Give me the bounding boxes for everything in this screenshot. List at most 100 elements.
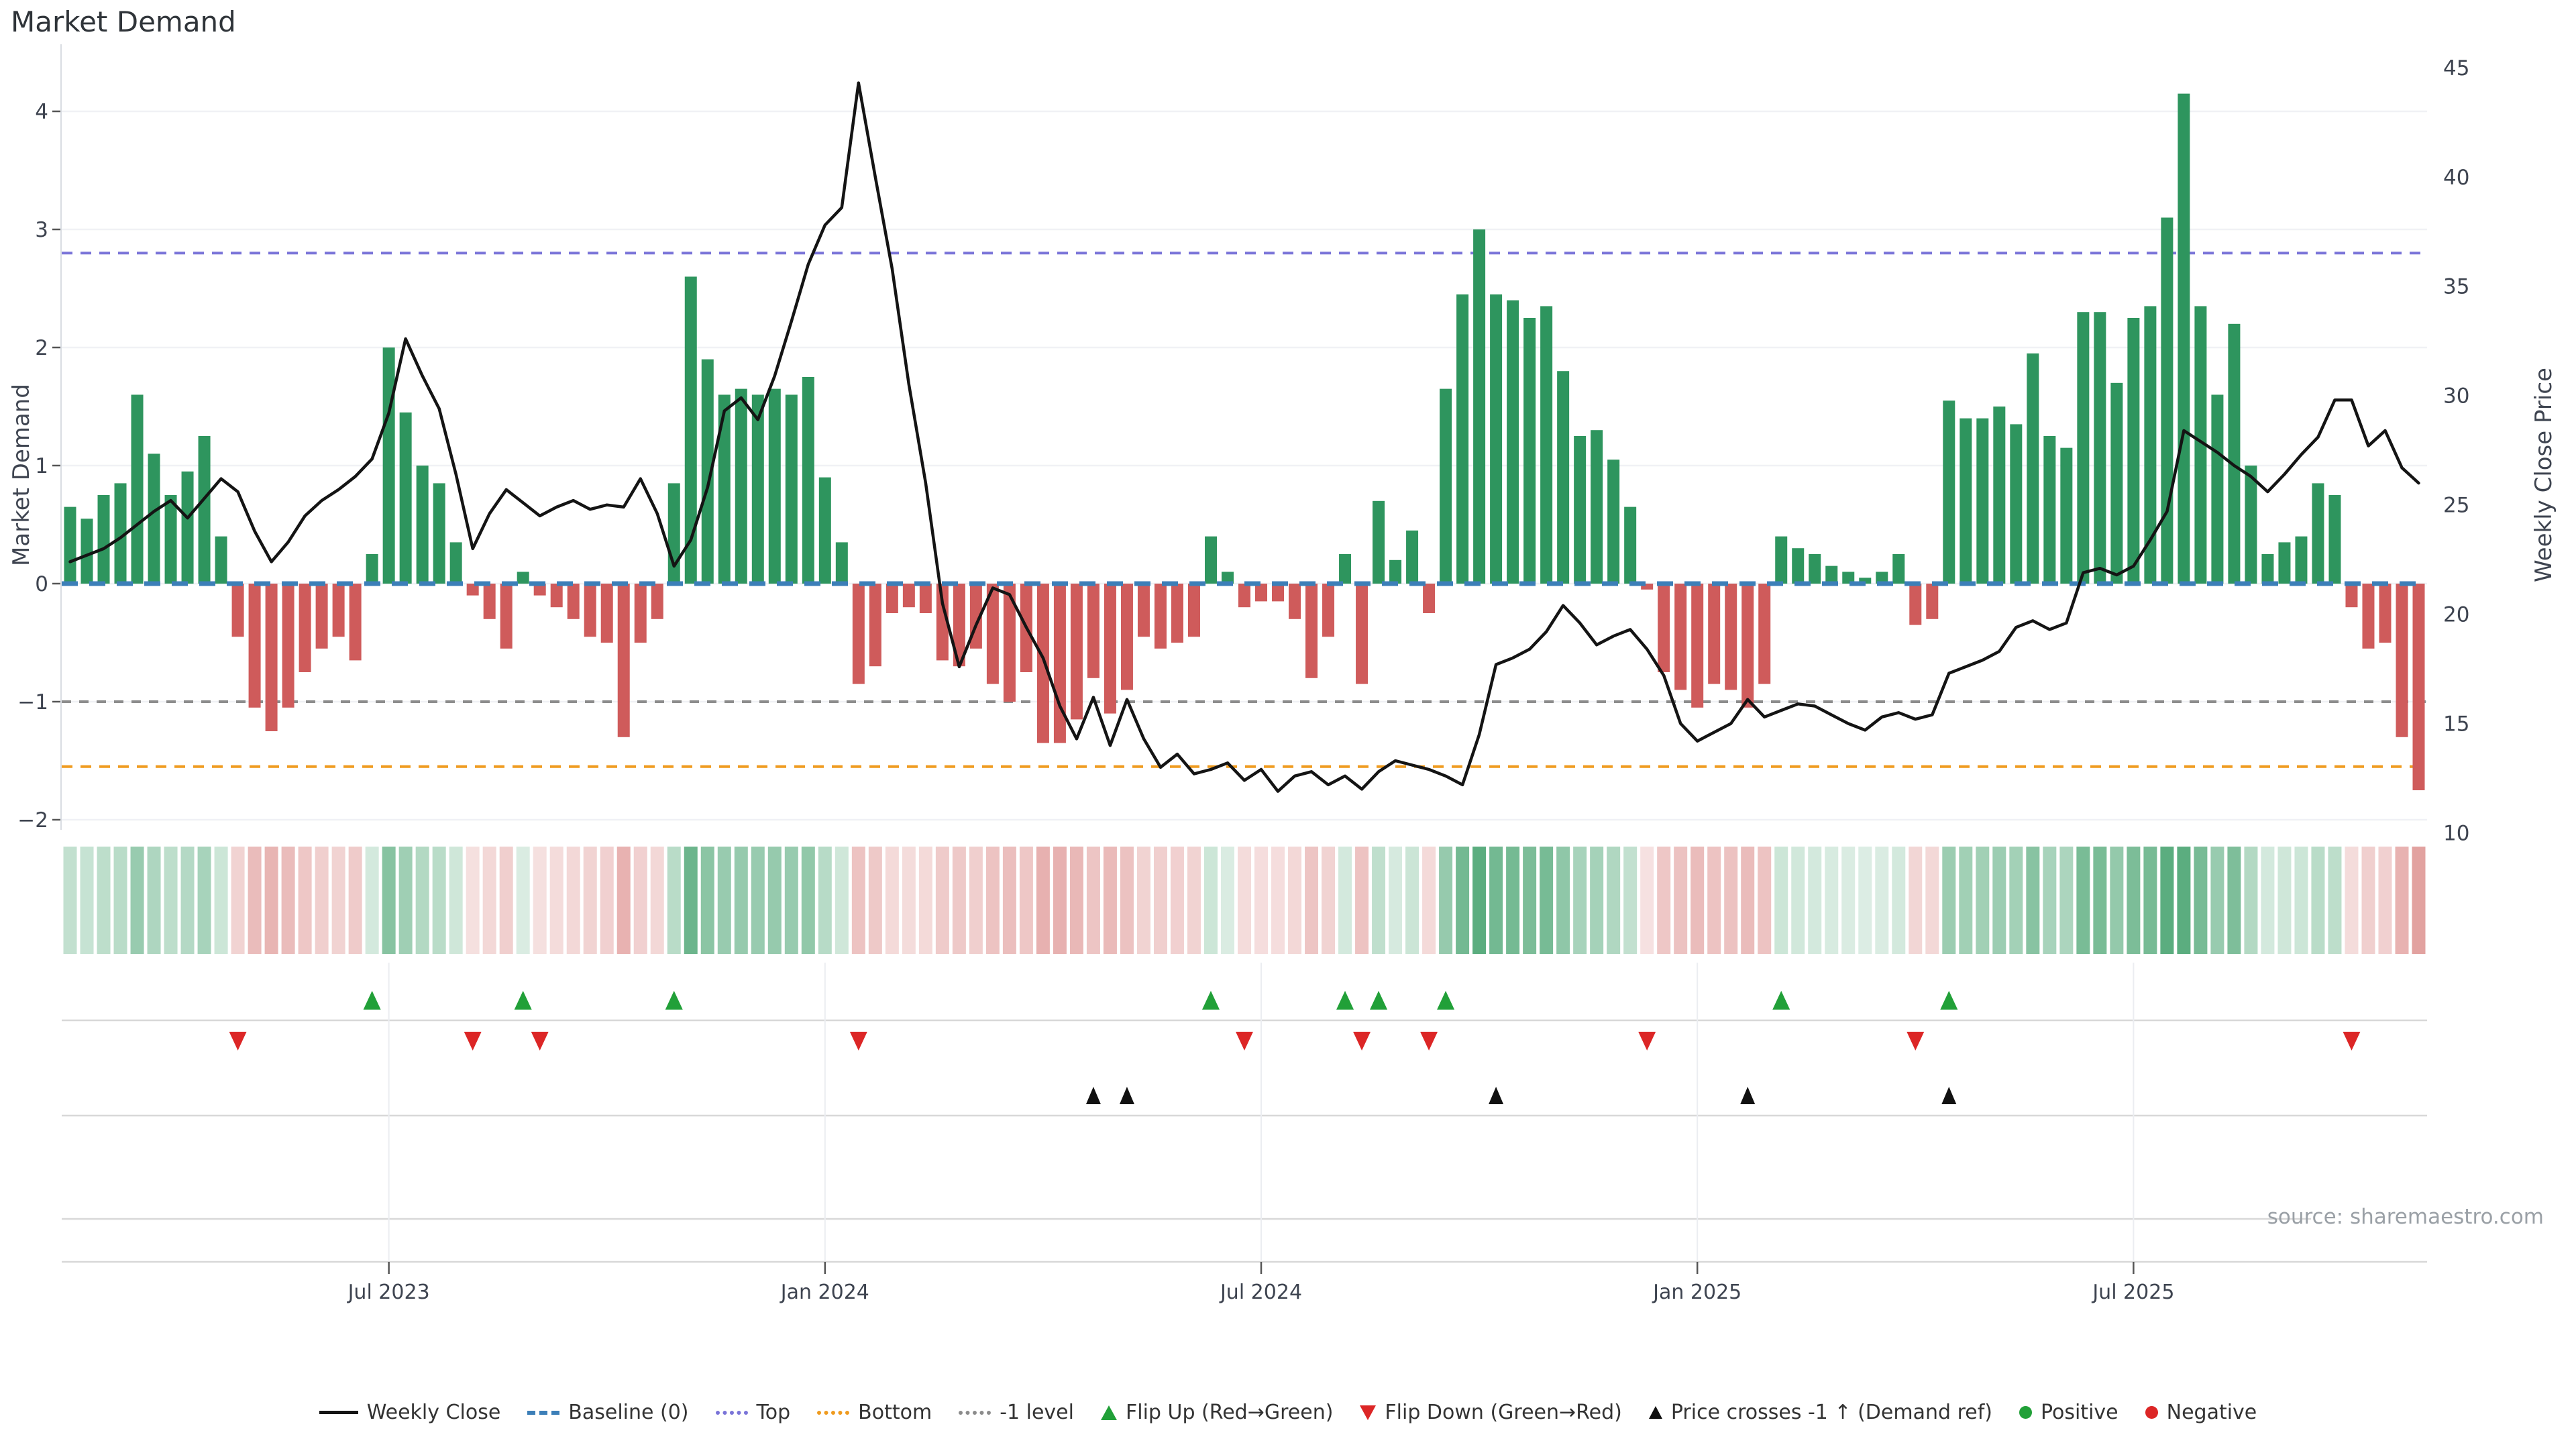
heatmap-cell [1271, 847, 1285, 954]
heatmap-cell [1338, 847, 1352, 954]
demand-bar [2312, 483, 2324, 584]
demand-bar [550, 584, 563, 608]
negative-dot-icon [2145, 1406, 2158, 1419]
heatmap-cell [1741, 847, 1755, 954]
demand-bar [2060, 447, 2073, 584]
demand-bar [1473, 229, 1486, 584]
demand-bar [1221, 572, 1234, 584]
demand-bar [1204, 536, 1217, 584]
legend-label: Price crosses -1 ↑ (Demand ref) [1670, 1401, 1992, 1424]
demand-bar [1825, 566, 1838, 584]
heatmap-cell [533, 847, 547, 954]
heatmap-cell [1288, 847, 1302, 954]
demand-bar [869, 584, 881, 667]
demand-bar [382, 347, 395, 584]
positive-dot-icon [2019, 1406, 2032, 1419]
flip-down-marker [1236, 1032, 1253, 1051]
demand-bar [1171, 584, 1183, 643]
legend-label: Flip Down (Green→Red) [1385, 1401, 1622, 1424]
heatmap-cell [1892, 847, 1906, 954]
page-title: Market Demand [11, 5, 236, 38]
heatmap-cell [1220, 847, 1234, 954]
heatmap-cell [1439, 847, 1453, 954]
demand-bar [1406, 530, 1419, 584]
demand-bar [919, 584, 932, 613]
heatmap-cell [1506, 847, 1520, 954]
heatmap-cell [2345, 847, 2359, 954]
weekly-close-line-icon [319, 1411, 358, 1414]
heatmap-cell [398, 847, 413, 954]
flip-down-marker [464, 1032, 482, 1051]
demand-bar [1070, 584, 1083, 720]
demand-bar [1842, 572, 1855, 584]
heatmap-cell [315, 847, 329, 954]
demand-bar [1892, 554, 1905, 584]
heatmap-cell [432, 847, 446, 954]
demand-bar [1691, 584, 1704, 708]
flip-down-marker [229, 1032, 247, 1051]
heatmap-cell [1086, 847, 1100, 954]
heatmap-cell [1103, 847, 1117, 954]
right-axis-tick-label: 40 [2443, 166, 2469, 190]
demand-bars [64, 93, 2425, 790]
demand-bar [500, 584, 513, 649]
demand-bar [2178, 93, 2190, 584]
demand-bar [1154, 584, 1167, 649]
legend-item-flip-up: Flip Up (Red→Green) [1100, 1401, 1334, 1424]
heatmap-cell [566, 847, 580, 954]
flip-down-marker [1420, 1032, 1438, 1051]
right-axis-ticks: 45 40 35 30 25 20 15 10 [2443, 56, 2469, 846]
demand-bar [1641, 584, 1654, 590]
heatmap-strip [63, 847, 2426, 954]
heatmap-cell [80, 847, 94, 954]
heatmap-cell [818, 847, 832, 954]
heatmap-cell [751, 847, 765, 954]
source-credit: source: sharemaestro.com [2267, 1205, 2544, 1229]
heatmap-cell [97, 847, 111, 954]
heatmap-cell [298, 847, 312, 954]
heatmap-cell [616, 847, 631, 954]
demand-bar [667, 483, 680, 584]
legend-item-price-cross: Price crosses -1 ↑ (Demand ref) [1648, 1401, 1992, 1424]
heatmap-cell [331, 847, 345, 954]
legend-item-top: Top [715, 1401, 790, 1424]
heatmap-cell [2328, 847, 2342, 954]
heatmap-cell [2043, 847, 2057, 954]
demand-bar [953, 584, 965, 667]
x-axis: Jul 2023 Jan 2024 Jul 2024 Jan 2025 Jul 2025 [347, 963, 2174, 1304]
left-axis-tick-label: −1 [17, 690, 48, 714]
flip-down-marker [2343, 1032, 2361, 1051]
heatmap-cell [1254, 847, 1269, 954]
heatmap-cell [885, 847, 899, 954]
legend-label: Flip Up (Red→Green) [1125, 1401, 1334, 1424]
heatmap-cell [2009, 847, 2023, 954]
demand-bar [2245, 466, 2257, 584]
heatmap-cell [801, 847, 815, 954]
demand-bar [1876, 572, 1888, 584]
baseline-dash-icon [527, 1410, 560, 1415]
demand-bar [1926, 584, 1939, 619]
demand-bar [1456, 294, 1469, 584]
demand-bar [2127, 318, 2140, 584]
heatmap-cell [1170, 847, 1184, 954]
demand-bar [785, 394, 798, 584]
demand-bar [1507, 300, 1519, 584]
heatmap-cell [1523, 847, 1537, 954]
demand-bar [1003, 584, 1016, 702]
right-axis-tick-label: 15 [2443, 712, 2469, 737]
demand-bar [902, 584, 915, 608]
demand-bar [533, 584, 546, 596]
demand-bar [517, 572, 529, 584]
demand-bar [936, 584, 949, 661]
demand-bar [1943, 400, 1955, 584]
demand-bar [2328, 495, 2341, 584]
bottom-dots-icon [817, 1410, 850, 1415]
demand-bar [1255, 584, 1268, 602]
heatmap-cell [1858, 847, 1872, 954]
heatmap-cell [2277, 847, 2292, 954]
heatmap-cell [918, 847, 932, 954]
demand-bar [1993, 407, 2006, 584]
demand-bar [483, 584, 496, 619]
flip-up-marker [1370, 991, 1388, 1010]
demand-bar [567, 584, 580, 619]
